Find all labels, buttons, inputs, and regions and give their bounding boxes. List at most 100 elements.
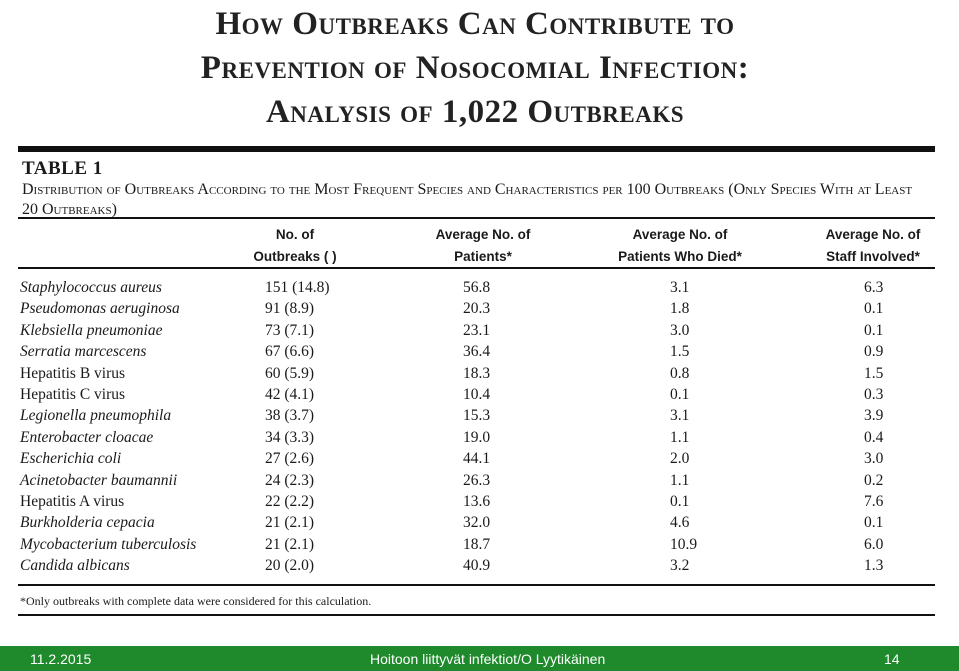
- title-line-1: How Outbreaks Can Contribute to: [215, 6, 735, 42]
- header-rule: [18, 217, 935, 219]
- slide-title: How Outbreaks Can Contribute to Preventi…: [150, 2, 800, 134]
- patients-cell: 26.3: [463, 471, 491, 489]
- column-header-line1: Average No. of: [435, 227, 531, 242]
- outbreaks-cell: 24 (2.3): [265, 471, 315, 489]
- slide-footer: 11.2.2015 Hoitoon liittyvät infektiot/O …: [0, 646, 959, 671]
- patients-cell: 40.9: [463, 557, 491, 575]
- table-row: Enterobacter cloacae 34 (3.3) 19.0 1.1 0.4: [0, 427, 959, 448]
- staff-cell: 1.5: [864, 364, 884, 382]
- species-cell: Hepatitis C virus: [20, 385, 126, 403]
- staff-cell: 3.0: [864, 450, 884, 468]
- footnote-rule: [18, 614, 935, 616]
- died-cell: 3.1: [670, 279, 690, 296]
- patients-cell: 32.0: [463, 514, 491, 532]
- title-line-3: Analysis of 1,022 Outbreaks: [265, 94, 685, 130]
- staff-cell: 6.3: [864, 279, 884, 296]
- column-header-patients: Average No. of Patients*: [418, 224, 548, 268]
- outbreaks-cell: 60 (5.9): [265, 364, 315, 382]
- column-header-line2: Patients Who Died*: [618, 249, 742, 264]
- patients-cell: 19.0: [463, 428, 491, 446]
- table-label: TABLE 1: [22, 158, 103, 179]
- patients-cell: 15.3: [463, 407, 491, 425]
- species-cell: Escherichia coli: [20, 450, 122, 468]
- species-cell: Staphylococcus aureus: [20, 279, 162, 296]
- table-row: Hepatitis C virus 42 (4.1) 10.4 0.1 0.3: [0, 384, 959, 405]
- species-cell: Candida albicans: [20, 557, 130, 575]
- outbreaks-cell: 151 (14.8): [265, 279, 330, 296]
- column-header-line2: Outbreaks ( ): [253, 249, 337, 264]
- table-footnote: *Only outbreaks with complete data were …: [20, 594, 372, 608]
- table-row: Serratia marcescens 67 (6.6) 36.4 1.5 0.9: [0, 341, 959, 362]
- species-cell: Serratia marcescens: [20, 343, 147, 361]
- column-header-line1: No. of: [275, 227, 315, 242]
- subheader-rule: [18, 267, 935, 269]
- outbreaks-cell: 21 (2.1): [265, 535, 315, 553]
- died-cell: 3.0: [670, 321, 690, 339]
- staff-cell: 3.9: [864, 407, 884, 425]
- species-cell: Enterobacter cloacae: [20, 428, 154, 446]
- staff-cell: 6.0: [864, 535, 884, 553]
- table-row: Legionella pneumophila 38 (3.7) 15.3 3.1 3.9: [0, 405, 959, 426]
- species-cell: Acinetobacter baumannii: [20, 471, 178, 489]
- outbreaks-cell: 20 (2.0): [265, 557, 315, 575]
- table-caption: Distribution of Outbreaks According to t…: [22, 181, 913, 218]
- column-header-died: Average No. of Patients Who Died*: [600, 224, 760, 268]
- died-cell: 0.1: [670, 492, 690, 510]
- footer-title: Hoitoon liittyvät infektiot/O Lyytikäine…: [370, 651, 606, 667]
- table-row: Candida albicans 20 (2.0) 40.9 3.2 1.3: [0, 555, 959, 576]
- species-cell: Klebsiella pneumoniae: [20, 321, 163, 339]
- outbreaks-cell: 27 (2.6): [265, 450, 315, 468]
- title-line-2: Prevention of Nosocomial Infection:: [200, 50, 750, 86]
- patients-cell: 44.1: [463, 450, 491, 468]
- staff-cell: 0.3: [864, 385, 884, 403]
- outbreaks-cell: 91 (8.9): [265, 300, 315, 318]
- footer-date: 11.2.2015: [30, 651, 92, 667]
- column-header-staff: Average No. of Staff Involved*: [810, 224, 936, 268]
- table-row: Escherichia coli 27 (2.6) 44.1 2.0 3.0: [0, 448, 959, 469]
- table-row: Klebsiella pneumoniae 73 (7.1) 23.1 3.0 0.1: [0, 320, 959, 341]
- table-row: Hepatitis A virus 22 (2.2) 13.6 0.1 7.6: [0, 491, 959, 512]
- died-cell: 3.2: [670, 557, 690, 575]
- died-cell: 0.8: [670, 364, 690, 382]
- table-bottom-rule: [18, 584, 935, 586]
- species-cell: Hepatitis A virus: [20, 492, 125, 510]
- died-cell: 1.1: [670, 471, 690, 489]
- staff-cell: 0.1: [864, 514, 884, 532]
- patients-cell: 36.4: [463, 343, 491, 361]
- outbreaks-cell: 34 (3.3): [265, 428, 315, 446]
- died-cell: 1.8: [670, 300, 690, 318]
- died-cell: 10.9: [670, 535, 698, 553]
- staff-cell: 1.3: [864, 557, 884, 575]
- table-body: Staphylococcus aureus 151 (14.8) 56.8 3.1 6.…: [0, 277, 959, 576]
- table-row: Staphylococcus aureus 151 (14.8) 56.8 3.1 6.…: [0, 277, 959, 298]
- table-row: Acinetobacter baumannii 24 (2.3) 26.3 1.1 0.…: [0, 470, 959, 491]
- died-cell: 1.5: [670, 343, 690, 361]
- column-header-line2: Staff Involved*: [826, 249, 920, 264]
- species-cell: Burkholderia cepacia: [20, 514, 155, 532]
- staff-cell: 0.4: [864, 428, 884, 446]
- staff-cell: 0.2: [864, 471, 884, 489]
- table-row: Hepatitis B virus 60 (5.9) 18.3 0.8 1.5: [0, 363, 959, 384]
- species-cell: Pseudomonas aeruginosa: [20, 300, 180, 318]
- outbreaks-cell: 21 (2.1): [265, 514, 315, 532]
- table-row: Burkholderia cepacia 21 (2.1) 32.0 4.6 0.1: [0, 512, 959, 533]
- outbreaks-cell: 73 (7.1): [265, 321, 315, 339]
- patients-cell: 18.3: [463, 364, 491, 382]
- staff-cell: 7.6: [864, 492, 884, 510]
- patients-cell: 23.1: [463, 321, 491, 339]
- staff-cell: 0.1: [864, 300, 884, 318]
- died-cell: 0.1: [670, 385, 690, 403]
- died-cell: 4.6: [670, 514, 690, 532]
- staff-cell: 0.1: [864, 321, 884, 339]
- died-cell: 1.1: [670, 428, 690, 446]
- died-cell: 3.1: [670, 407, 690, 425]
- patients-cell: 18.7: [463, 535, 491, 553]
- patients-cell: 13.6: [463, 492, 491, 510]
- outbreaks-cell: 42 (4.1): [265, 385, 315, 403]
- patients-cell: 56.8: [463, 279, 491, 296]
- died-cell: 2.0: [670, 450, 690, 468]
- species-cell: Hepatitis B virus: [20, 364, 126, 382]
- species-cell: Mycobacterium tuberculosis: [20, 535, 197, 553]
- column-header-line2: Patients*: [454, 249, 512, 264]
- table-row: Mycobacterium tuberculosis 21 (2.1) 18.7 10…: [0, 534, 959, 555]
